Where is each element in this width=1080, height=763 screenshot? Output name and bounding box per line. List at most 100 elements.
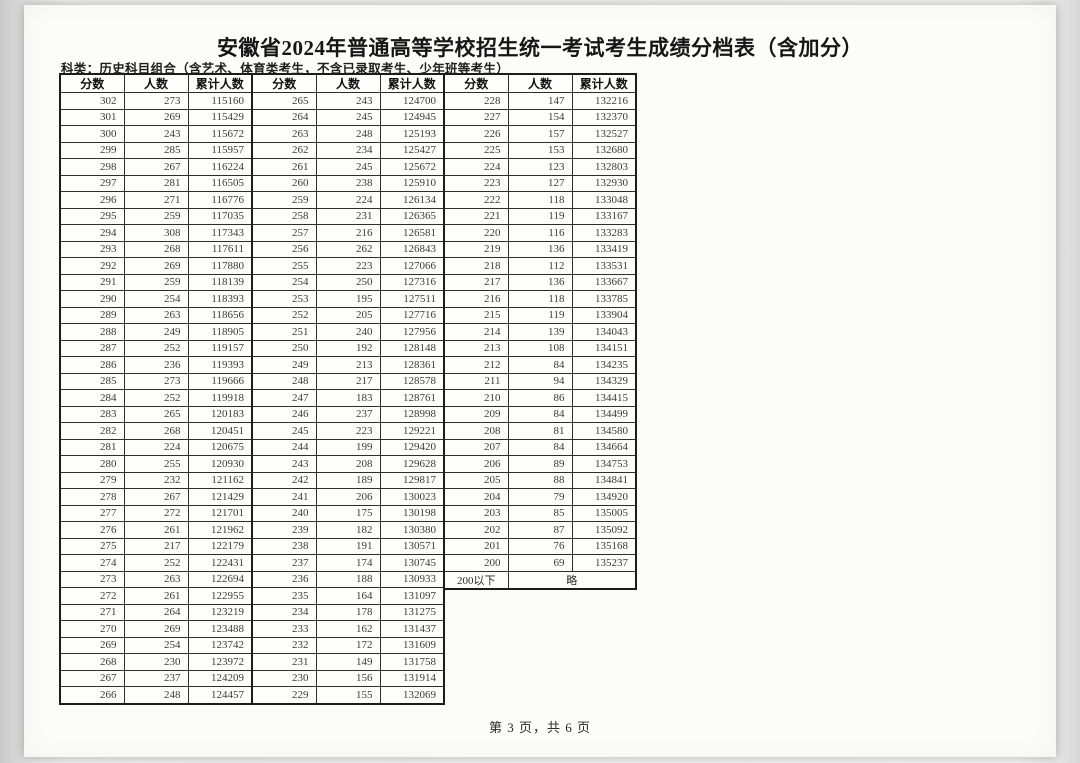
count-cell: 262 <box>315 240 381 258</box>
count-cell: 285 <box>123 141 189 159</box>
count-cell: 199 <box>315 438 381 456</box>
cumulative-cell: 117343 <box>187 224 253 242</box>
score-cell: 263 <box>251 125 317 143</box>
count-cell: 232 <box>123 471 189 489</box>
column-header: 分数 <box>443 73 509 93</box>
score-cell: 296 <box>59 191 125 209</box>
count-cell: 108 <box>507 339 573 357</box>
category-subtitle: 科类：历史科目组合（含艺术、体育类考生，不含已录取考生、少年班等考生） <box>61 62 510 76</box>
score-cell: 201 <box>443 537 509 555</box>
cumulative-cell: 128148 <box>379 339 445 357</box>
score-cell: 275 <box>59 537 125 555</box>
cumulative-cell: 115672 <box>187 125 253 143</box>
score-cell: 242 <box>251 471 317 489</box>
cumulative-cell: 120675 <box>187 438 253 456</box>
cumulative-cell: 134151 <box>571 339 637 357</box>
table-row: 254 250 127316 <box>251 273 445 291</box>
score-cell: 239 <box>251 521 317 539</box>
score-cell: 215 <box>443 306 509 324</box>
count-cell: 269 <box>123 108 189 126</box>
table-row: 289 263 118656 <box>59 306 253 324</box>
cumulative-cell: 119666 <box>187 372 253 390</box>
document-page: 安徽省2024年普通高等学校招生统一考试考生成绩分档表（含加分） 科类：历史科目… <box>24 5 1056 757</box>
score-cell: 208 <box>443 422 509 440</box>
score-cell: 256 <box>251 240 317 258</box>
cumulative-cell: 116224 <box>187 158 253 176</box>
score-table-group-3: 分数 人数 累计人数 228 147 132216 227 154 132370 226 157 13… <box>443 73 637 590</box>
count-cell: 116 <box>507 224 573 242</box>
table-row: 238 191 130571 <box>251 537 445 555</box>
table-row: 290 254 118393 <box>59 290 253 308</box>
page-number-indicator: 第 3 页，共 6 页 <box>488 720 591 735</box>
table-row: 216 118 133785 <box>443 290 637 308</box>
cumulative-cell: 128361 <box>379 356 445 374</box>
cumulative-cell: 121701 <box>187 504 253 522</box>
score-cell: 234 <box>251 603 317 621</box>
score-cell: 274 <box>59 554 125 572</box>
table-row: 255 223 127066 <box>251 257 445 275</box>
cumulative-cell: 134841 <box>571 471 637 489</box>
score-cell: 243 <box>251 455 317 473</box>
score-cell: 294 <box>59 224 125 242</box>
count-cell: 112 <box>507 257 573 275</box>
cumulative-cell: 134043 <box>571 323 637 341</box>
table-row: 291 259 118139 <box>59 273 253 291</box>
cumulative-cell: 133283 <box>571 224 637 242</box>
table-row-below-200: 200以下略 <box>443 570 637 589</box>
table-row: 262 234 125427 <box>251 141 445 159</box>
count-cell: 249 <box>123 323 189 341</box>
count-cell: 223 <box>315 257 381 275</box>
cumulative-cell: 133785 <box>571 290 637 308</box>
cumulative-cell: 134753 <box>571 455 637 473</box>
cumulative-cell: 132527 <box>571 125 637 143</box>
count-cell: 267 <box>123 158 189 176</box>
table-row: 231 149 131758 <box>251 653 445 671</box>
cumulative-cell: 127956 <box>379 323 445 341</box>
table-row: 258 231 126365 <box>251 207 445 225</box>
score-cell: 277 <box>59 504 125 522</box>
score-cell: 248 <box>251 372 317 390</box>
count-cell: 267 <box>123 488 189 506</box>
score-cell: 270 <box>59 620 125 638</box>
score-cell: 227 <box>443 108 509 126</box>
count-cell: 254 <box>123 290 189 308</box>
table-row: 249 213 128361 <box>251 356 445 374</box>
count-cell: 261 <box>123 587 189 605</box>
header-row: 分数 人数 累计人数 <box>251 73 445 93</box>
cumulative-cell: 130198 <box>379 504 445 522</box>
cumulative-cell: 126581 <box>379 224 445 242</box>
table-row: 243 208 129628 <box>251 455 445 473</box>
count-cell: 268 <box>123 422 189 440</box>
cumulative-cell: 132680 <box>571 141 637 159</box>
count-cell: 252 <box>123 389 189 407</box>
count-cell: 88 <box>507 471 573 489</box>
count-cell: 248 <box>315 125 381 143</box>
cumulative-cell: 133048 <box>571 191 637 209</box>
table-row: 235 164 131097 <box>251 587 445 605</box>
count-cell: 213 <box>315 356 381 374</box>
table-row: 214 139 134043 <box>443 323 637 341</box>
count-cell: 231 <box>315 207 381 225</box>
count-cell: 174 <box>315 554 381 572</box>
table-row: 207 84 134664 <box>443 438 637 456</box>
count-cell: 76 <box>507 537 573 555</box>
score-cell: 273 <box>59 570 125 588</box>
table-row: 221 119 133167 <box>443 207 637 225</box>
cumulative-cell: 122179 <box>187 537 253 555</box>
score-cell: 287 <box>59 339 125 357</box>
score-cell: 250 <box>251 339 317 357</box>
cumulative-cell: 119157 <box>187 339 253 357</box>
count-cell: 254 <box>123 636 189 654</box>
cumulative-cell: 118393 <box>187 290 253 308</box>
score-cell: 222 <box>443 191 509 209</box>
table-row: 205 88 134841 <box>443 471 637 489</box>
count-cell: 192 <box>315 339 381 357</box>
score-cell: 246 <box>251 405 317 423</box>
table-row: 277 272 121701 <box>59 504 253 522</box>
count-cell: 223 <box>315 422 381 440</box>
score-cell: 224 <box>443 158 509 176</box>
count-cell: 234 <box>315 141 381 159</box>
score-cell: 254 <box>251 273 317 291</box>
count-cell: 264 <box>123 603 189 621</box>
cumulative-cell: 122955 <box>187 587 253 605</box>
